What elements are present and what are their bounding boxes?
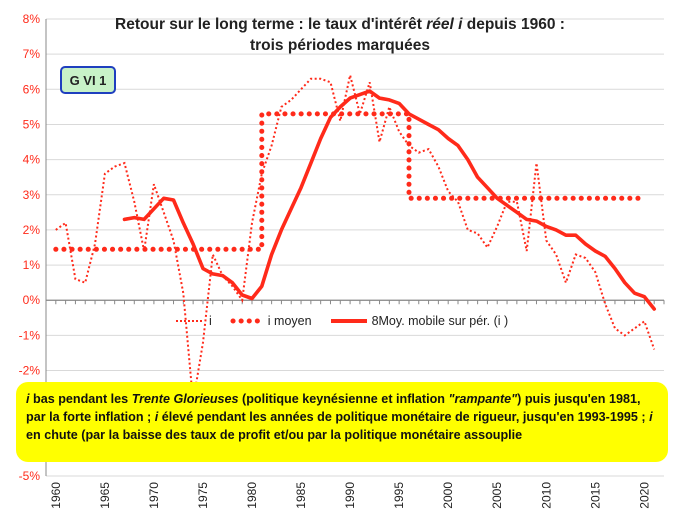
y-tick-label: 2% xyxy=(23,223,41,237)
legend-label-i-moyen: i moyen xyxy=(267,314,312,328)
y-tick-label: 4% xyxy=(23,153,41,167)
chart-badge: G VI 1 xyxy=(60,66,116,94)
y-tick-label: 5% xyxy=(23,117,41,131)
note-part-3: Trente Glorieuses xyxy=(131,392,239,406)
y-tick-label: -1% xyxy=(19,328,41,342)
x-tick-label: 2005 xyxy=(490,482,504,509)
legend-swatch-thick-dotted xyxy=(230,318,264,324)
legend-item-i-moyen: i moyen xyxy=(230,314,312,328)
x-tick-label: 2020 xyxy=(637,482,651,509)
note-part-10: en chute (par la baisse des taux de prof… xyxy=(26,428,523,442)
y-tick-label: 8% xyxy=(23,12,41,26)
series-moving-average-line xyxy=(122,89,656,311)
chart-subtitle: trois périodes marquées xyxy=(249,37,431,54)
x-tick-label: 1980 xyxy=(245,482,259,509)
y-tick-label: 3% xyxy=(23,188,41,202)
y-tick-label: 0% xyxy=(23,293,41,307)
note-part-7: i xyxy=(154,410,159,424)
y-tick-label: 7% xyxy=(23,47,41,61)
legend-item-moving-average: 8Moy. mobile sur pér. (i ) xyxy=(330,314,509,328)
x-tick-label: 1975 xyxy=(196,482,210,509)
chart-title-part-2: réel i xyxy=(426,16,463,33)
note-part-4: (politique keynésienne et inflation xyxy=(238,392,449,406)
note-part-1: i xyxy=(26,392,30,406)
legend-label-i: i xyxy=(209,314,212,328)
annotation-note: i bas pendant les Trente Glorieuses (pol… xyxy=(16,382,668,462)
note-part-5: "rampante" xyxy=(448,392,518,406)
x-tick-label: 2000 xyxy=(441,482,455,509)
legend-swatch-dotted xyxy=(176,320,204,322)
note-part-2: bas pendant les xyxy=(29,392,132,406)
y-tick-label: -5% xyxy=(19,469,41,483)
x-tick-label: 2015 xyxy=(588,482,602,509)
y-tick-label: -2% xyxy=(19,364,41,378)
x-tick-label: 1985 xyxy=(294,482,308,509)
note-part-9: i xyxy=(649,410,653,424)
x-tick-label: 1995 xyxy=(392,482,406,509)
series-i-moyen-line xyxy=(53,111,647,252)
x-tick-label: 2010 xyxy=(539,482,553,509)
x-tick-label: 1990 xyxy=(343,482,357,509)
x-tick-label: 1965 xyxy=(98,482,112,509)
x-tick-label: 1970 xyxy=(147,482,161,509)
chart-title-part-3: depuis 1960 : xyxy=(462,16,565,33)
legend: i i moyen 8Moy. mobile sur pér. (i ) xyxy=(175,312,526,330)
y-tick-label: 1% xyxy=(23,258,41,272)
x-tick-label: 1960 xyxy=(49,482,63,509)
chart-title: Retour sur le long terme : le taux d'int… xyxy=(80,14,600,56)
y-tick-label: 6% xyxy=(23,82,41,96)
note-part-6: ) puis jusqu'en 1981, par la forte infla… xyxy=(26,392,641,424)
legend-label-moving-average: 8Moy. mobile sur pér. (i ) xyxy=(371,314,509,328)
legend-item-i: i xyxy=(175,314,212,328)
chart-title-part-1: Retour sur le long terme : le taux d'int… xyxy=(115,16,427,33)
note-part-8: élevé pendant les années de politique mo… xyxy=(158,410,650,424)
legend-swatch-solid xyxy=(330,319,367,323)
